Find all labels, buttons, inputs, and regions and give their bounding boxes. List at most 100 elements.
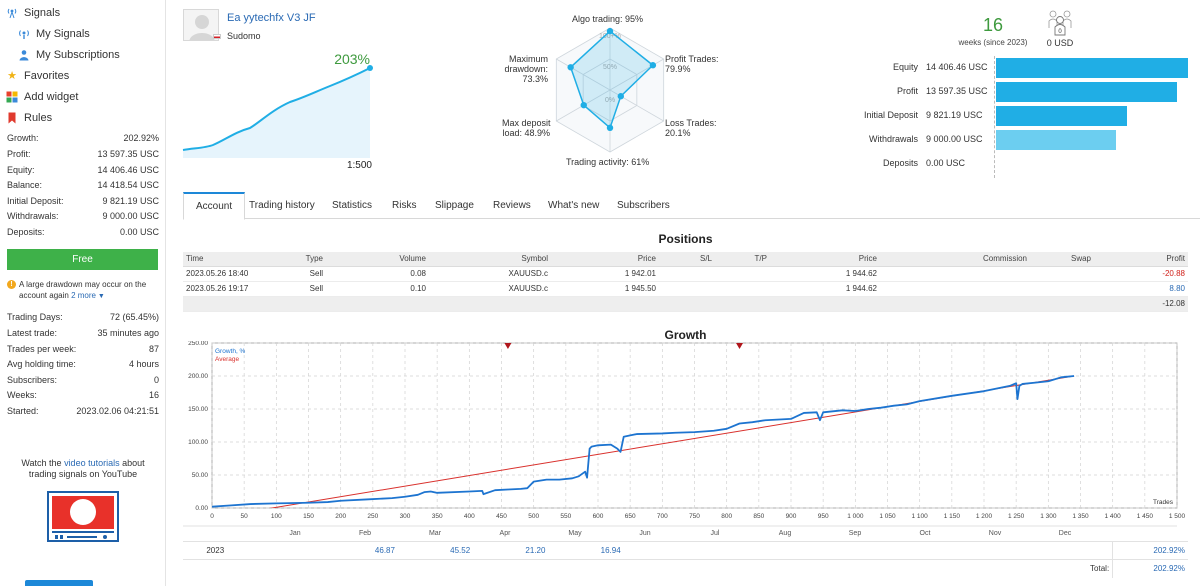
col-type[interactable]: Type: [283, 252, 326, 267]
country-flag-icon: [213, 34, 221, 39]
equity-axis: [994, 56, 995, 178]
x-tick-label: 150: [303, 513, 314, 520]
x-tick-label: 700: [657, 513, 668, 520]
positions-title: Positions: [658, 232, 713, 246]
tab-subscribers[interactable]: Subscribers: [617, 200, 670, 211]
x-tick-label: 1 250: [1008, 513, 1025, 520]
x-axis-label: Trades: [1153, 499, 1174, 506]
col-commission[interactable]: Commission: [880, 252, 1030, 267]
subscribe-free-button[interactable]: Free: [7, 249, 158, 270]
nav-signals[interactable]: Signals: [6, 7, 60, 19]
x-tick-label: 550: [560, 513, 571, 520]
table-row: 2023.05.26 18:40 Sell 0.08 XAUUSD.c 1 94…: [183, 266, 1188, 282]
nav-my-subscriptions[interactable]: My Subscriptions: [18, 49, 120, 61]
nav-label: Add widget: [24, 91, 79, 103]
x-tick-label: 500: [528, 513, 539, 520]
month-label: Jun: [639, 530, 650, 537]
col-swap[interactable]: Swap: [1030, 252, 1094, 267]
growth-line: [211, 375, 1075, 508]
radar-svg: 100+% 50% 0%: [555, 27, 665, 153]
event-marker: [504, 343, 512, 349]
x-tick-label: 800: [721, 513, 732, 520]
col-open-price[interactable]: Price: [551, 252, 659, 267]
person-icon: [18, 49, 30, 61]
withdrawals-bar: [996, 130, 1116, 150]
month-label: Dec: [1059, 530, 1072, 537]
col-sl[interactable]: S/L: [659, 252, 715, 267]
x-tick-label: 1 150: [944, 513, 961, 520]
tab-account[interactable]: Account: [183, 192, 246, 220]
stat-avg-holding-time: Avg holding time: 4 hours: [7, 359, 159, 369]
widget-grid-icon: [6, 91, 18, 103]
tab-trading-history[interactable]: Trading history: [249, 200, 315, 211]
tab-reviews[interactable]: Reviews: [493, 200, 531, 211]
warning-icon: !: [7, 280, 16, 289]
withdrawals-row: Withdrawals 9 000.00 USC: [828, 130, 1200, 150]
x-tick-label: 50: [241, 513, 249, 520]
chevron-down-icon: ▼: [95, 293, 105, 300]
y-tick-label: 250.00: [188, 341, 208, 347]
month-label: Oct: [920, 530, 931, 537]
col-time[interactable]: Time: [183, 252, 283, 267]
signal-name[interactable]: Ea yytechfx V3 JF: [227, 12, 316, 24]
initial-deposit-bar: [996, 106, 1127, 126]
x-tick-label: 1 450: [1137, 513, 1154, 520]
x-tick-label: 1 500: [1169, 513, 1186, 520]
table-row: 2023.05.26 19:17 Sell 0.10 XAUUSD.c 1 94…: [183, 281, 1188, 297]
video-tutorials-link[interactable]: video tutorials: [64, 458, 120, 468]
user-avatar-icon: [184, 10, 218, 40]
youtube-tutorial-icon[interactable]: [47, 491, 119, 542]
nav-label: My Signals: [36, 28, 90, 40]
growth-chart: 0 50 100 150 200 250 300 350 400 450 500 550 600 650 7…: [183, 341, 1186, 537]
total-row: Total: 202.92%: [183, 559, 1188, 578]
y-tick-label: 150.00: [188, 406, 208, 413]
col-price[interactable]: Price: [770, 252, 880, 267]
x-tick-label: 750: [689, 513, 700, 520]
event-marker: [736, 343, 744, 349]
x-tick-label: 0: [210, 513, 214, 520]
bottom-action-button[interactable]: [25, 580, 93, 586]
signal-icon: [18, 28, 30, 40]
radar-label-profit: Profit Trades: 79.9%: [665, 54, 719, 74]
col-profit[interactable]: Profit: [1094, 252, 1188, 267]
tab-statistics[interactable]: Statistics: [332, 200, 373, 211]
nav-rules[interactable]: Rules: [6, 112, 52, 124]
month-label: Aug: [779, 530, 792, 537]
x-tick-label: 200: [335, 513, 346, 520]
month-label: Mar: [429, 530, 442, 537]
x-tick-label: 1 000: [847, 513, 864, 520]
stat-weeks: Weeks: 16: [7, 390, 159, 400]
radar-label-loss: Loss Trades: 20.1%: [665, 118, 717, 138]
x-tick-label: 100: [271, 513, 282, 520]
deposits-row: Deposits 0.00 USC: [882, 158, 966, 168]
radar-ring-label: 0%: [605, 97, 615, 104]
x-tick-label: 300: [400, 513, 411, 520]
x-tick-label: 250: [367, 513, 378, 520]
tab-risks[interactable]: Risks: [392, 200, 417, 211]
positions-total-row: -12.08: [183, 296, 1188, 312]
leverage: 1:500: [346, 160, 372, 171]
nav-add-widget[interactable]: Add widget: [6, 91, 78, 103]
col-tp[interactable]: T/P: [715, 252, 770, 267]
nav-my-signals[interactable]: My Signals: [18, 28, 90, 40]
radar-label-algo: Algo trading: 95%: [572, 14, 644, 24]
more-warnings-link[interactable]: 2 more: [71, 291, 96, 300]
subscribers-count: 0: [1058, 29, 1062, 35]
x-tick-label: 450: [496, 513, 507, 520]
tab-whats-new[interactable]: What's new: [548, 200, 600, 211]
stat-balance: Balance: 14 418.54 USC: [7, 180, 159, 190]
ytd-year: 2023: [183, 541, 248, 560]
tab-slippage[interactable]: Slippage: [435, 200, 474, 211]
nav-label: My Subscriptions: [36, 49, 120, 61]
growth-title: Growth: [664, 328, 707, 342]
signal-tower-icon: [6, 7, 18, 19]
radar-point: [649, 62, 657, 69]
month-label: Sep: [849, 530, 862, 537]
plot-area: [211, 342, 1178, 509]
col-volume[interactable]: Volume: [326, 252, 429, 267]
col-symbol[interactable]: Symbol: [429, 252, 551, 267]
weeks-count: 16: [982, 15, 1004, 35]
x-tick-label: 1 050: [879, 513, 896, 520]
nav-favorites[interactable]: ★ Favorites: [6, 70, 69, 82]
y-tick-label: 0.00: [195, 505, 208, 512]
